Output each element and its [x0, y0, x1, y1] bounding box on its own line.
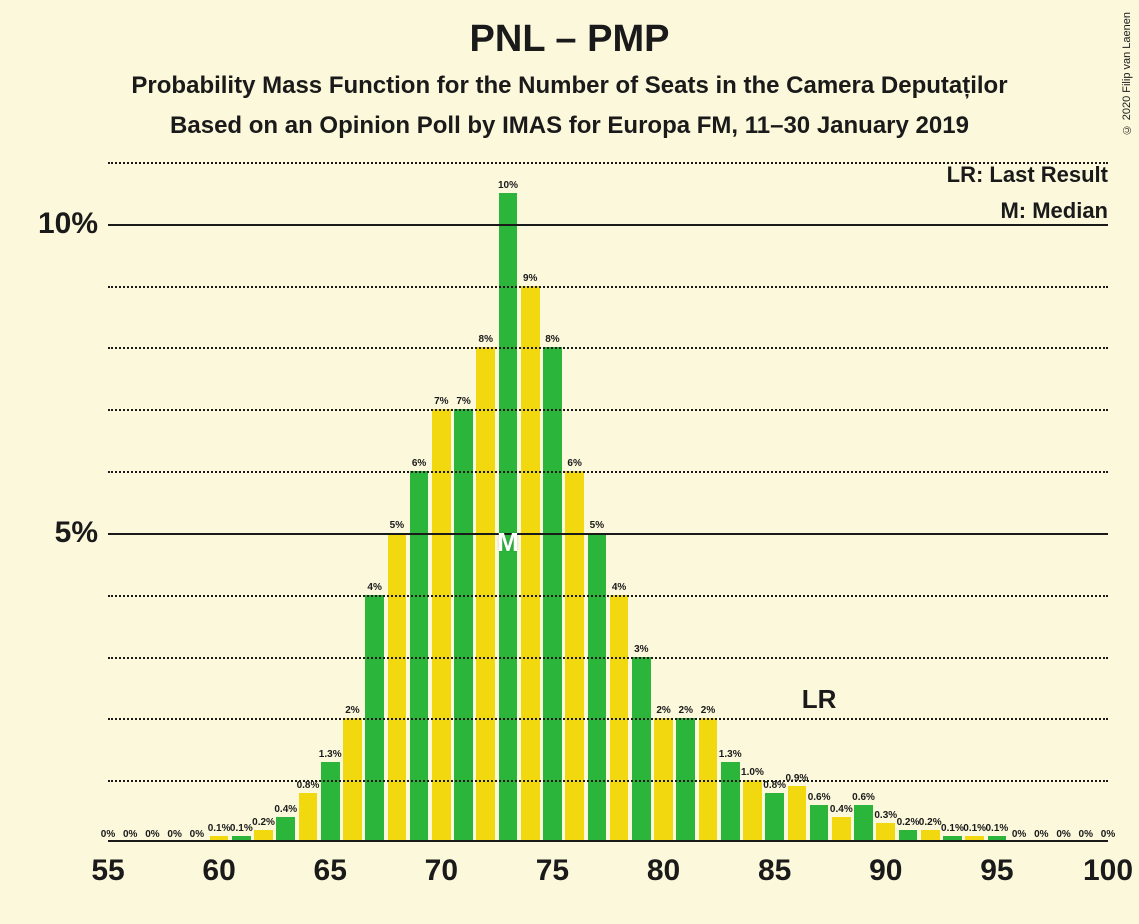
- x-tick-label: 85: [758, 854, 791, 888]
- bar-value-label: 0.1%: [963, 823, 986, 834]
- bar: 1.3%: [321, 762, 340, 842]
- bar: 7%: [432, 409, 451, 842]
- bar-value-label: 0.3%: [874, 810, 897, 821]
- bar-value-label: 4%: [367, 582, 381, 593]
- gridline-solid: [108, 533, 1108, 535]
- x-tick-label: 65: [314, 854, 347, 888]
- x-tick-label: 90: [869, 854, 902, 888]
- bar-value-label: 0.6%: [852, 792, 875, 803]
- bar-value-label: 10%: [498, 180, 518, 191]
- bar-value-label: 5%: [590, 520, 604, 531]
- copyright-text: © 2020 Filip van Laenen: [1121, 12, 1133, 135]
- bar-value-label: 8%: [479, 334, 493, 345]
- bar-value-label: 0%: [1101, 829, 1115, 840]
- bar-value-label: 0.2%: [252, 817, 275, 828]
- gridline-dotted: [108, 471, 1108, 473]
- bar-value-label: 2%: [701, 705, 715, 716]
- bar-value-label: 8%: [545, 334, 559, 345]
- gridline-dotted: [108, 780, 1108, 782]
- gridline-dotted: [108, 286, 1108, 288]
- x-tick-label: 75: [536, 854, 569, 888]
- bar-value-label: 0%: [1034, 829, 1048, 840]
- chart-title: PNL – PMP: [0, 18, 1139, 61]
- gridline-dotted: [108, 657, 1108, 659]
- x-tick-label: 60: [202, 854, 235, 888]
- gridline-solid: [108, 224, 1108, 226]
- bar-value-label: 0.1%: [985, 823, 1008, 834]
- bar-value-label: 0.6%: [808, 792, 831, 803]
- lr-mark: LR: [802, 684, 837, 715]
- gridline-dotted: [108, 718, 1108, 720]
- bar-value-label: 0.4%: [830, 804, 853, 815]
- bar: 1.0%: [743, 780, 762, 842]
- y-tick-label: 5%: [55, 516, 98, 550]
- bar-value-label: 2%: [679, 705, 693, 716]
- bar-value-label: 0.9%: [785, 773, 808, 784]
- bar-value-label: 4%: [612, 582, 626, 593]
- median-mark: M: [497, 527, 519, 558]
- bar-value-label: 9%: [523, 273, 537, 284]
- bars-container: 0%0%0%0%0%0.1%0.1%0.2%0.4%0.8%1.3%2%4%5%…: [108, 162, 1108, 842]
- bar-value-label: 1.3%: [719, 749, 742, 760]
- x-axis-line: [108, 840, 1108, 842]
- bar-value-label: 0%: [123, 829, 137, 840]
- bar-value-label: 0%: [190, 829, 204, 840]
- bar: 10%: [499, 193, 518, 842]
- chart-area: LR: Last Result M: Median 0%0%0%0%0%0.1%…: [108, 162, 1108, 842]
- bar-value-label: 1.0%: [741, 767, 764, 778]
- bar-value-label: 0.4%: [274, 804, 297, 815]
- bar-value-label: 6%: [567, 458, 581, 469]
- bar-value-label: 0.1%: [230, 823, 253, 834]
- y-tick-label: 10%: [38, 207, 98, 241]
- chart-subtitle-1: Probability Mass Function for the Number…: [0, 72, 1139, 100]
- bar-value-label: 0.1%: [941, 823, 964, 834]
- bar-value-label: 0%: [145, 829, 159, 840]
- bar-value-label: 1.3%: [319, 749, 342, 760]
- bar: 1.3%: [721, 762, 740, 842]
- bar: 0.9%: [788, 786, 807, 842]
- plot-area: LR: Last Result M: Median 0%0%0%0%0%0.1%…: [108, 162, 1108, 842]
- gridline-dotted: [108, 409, 1108, 411]
- x-tick-label: 100: [1083, 854, 1133, 888]
- x-tick-label: 55: [91, 854, 124, 888]
- bar-value-label: 7%: [456, 396, 470, 407]
- bar-value-label: 0%: [101, 829, 115, 840]
- bar-value-label: 0.2%: [919, 817, 942, 828]
- bar: 0.4%: [276, 817, 295, 842]
- bar-value-label: 5%: [390, 520, 404, 531]
- bar: 5%: [588, 533, 607, 842]
- bar-value-label: 0%: [1012, 829, 1026, 840]
- bar-value-label: 0%: [167, 829, 181, 840]
- x-tick-label: 70: [425, 854, 458, 888]
- gridline-dotted: [108, 595, 1108, 597]
- bar-value-label: 0.1%: [208, 823, 231, 834]
- bar-value-label: 0%: [1079, 829, 1093, 840]
- bar: 0.6%: [854, 805, 873, 842]
- bar: 3%: [632, 657, 651, 842]
- bar-value-label: 7%: [434, 396, 448, 407]
- bar-value-label: 6%: [412, 458, 426, 469]
- bar: 0.8%: [765, 793, 784, 842]
- bar-value-label: 3%: [634, 644, 648, 655]
- bar-value-label: 0.2%: [897, 817, 920, 828]
- bar-value-label: 0%: [1056, 829, 1070, 840]
- bar: 5%: [388, 533, 407, 842]
- bar-value-label: 2%: [345, 705, 359, 716]
- bar: 9%: [521, 286, 540, 842]
- x-tick-label: 80: [647, 854, 680, 888]
- gridline-dotted: [108, 162, 1108, 164]
- x-tick-label: 95: [980, 854, 1013, 888]
- bar: 0.6%: [810, 805, 829, 842]
- bar: 0.4%: [832, 817, 851, 842]
- bar-value-label: 2%: [656, 705, 670, 716]
- bar: 7%: [454, 409, 473, 842]
- gridline-dotted: [108, 347, 1108, 349]
- chart-subtitle-2: Based on an Opinion Poll by IMAS for Eur…: [0, 112, 1139, 140]
- bar: 0.8%: [299, 793, 318, 842]
